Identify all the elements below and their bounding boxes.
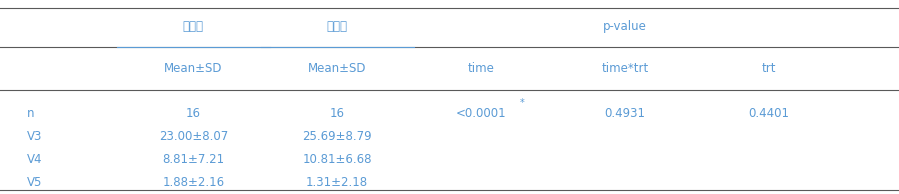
Text: 1.88±2.16: 1.88±2.16 bbox=[162, 176, 225, 189]
Text: time: time bbox=[467, 62, 494, 75]
Text: Mean±SD: Mean±SD bbox=[307, 62, 367, 75]
Text: 23.00±8.07: 23.00±8.07 bbox=[158, 130, 228, 143]
Text: 25.69±8.79: 25.69±8.79 bbox=[302, 130, 372, 143]
Text: p-value: p-value bbox=[603, 20, 646, 33]
Text: trt: trt bbox=[761, 62, 776, 75]
Text: 0.4401: 0.4401 bbox=[748, 107, 789, 120]
Text: n: n bbox=[27, 107, 34, 120]
Text: 1.31±2.18: 1.31±2.18 bbox=[306, 176, 369, 189]
Text: V4: V4 bbox=[27, 153, 42, 166]
Text: 시험군: 시험군 bbox=[182, 20, 204, 33]
Text: 10.81±6.68: 10.81±6.68 bbox=[302, 153, 372, 166]
Text: time*trt: time*trt bbox=[601, 62, 648, 75]
Text: 대조군: 대조군 bbox=[326, 20, 348, 33]
Text: V3: V3 bbox=[27, 130, 42, 143]
Text: *: * bbox=[520, 98, 525, 108]
Text: 16: 16 bbox=[330, 107, 344, 120]
Text: Mean±SD: Mean±SD bbox=[164, 62, 223, 75]
Text: 0.4931: 0.4931 bbox=[604, 107, 645, 120]
Text: <0.0001: <0.0001 bbox=[456, 107, 506, 120]
Text: 16: 16 bbox=[186, 107, 200, 120]
Text: V5: V5 bbox=[27, 176, 42, 189]
Text: 8.81±7.21: 8.81±7.21 bbox=[162, 153, 225, 166]
